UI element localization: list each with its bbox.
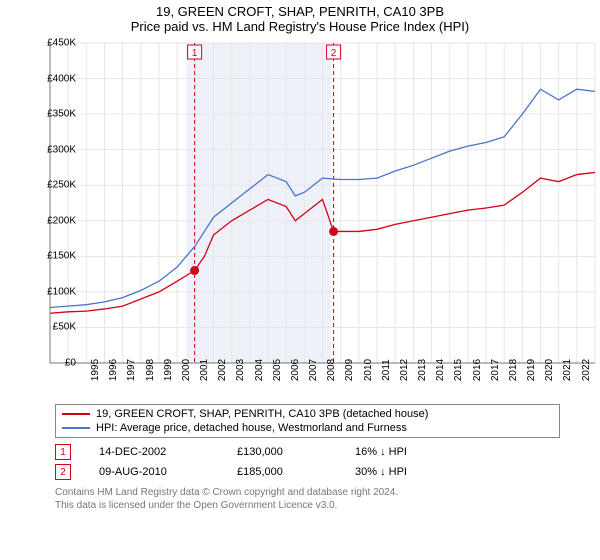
ytick-label: £450K — [47, 38, 76, 49]
legend-label: 19, GREEN CROFT, SHAP, PENRITH, CA10 3PB… — [96, 408, 428, 420]
ytick-label: £300K — [47, 144, 76, 155]
ytick-label: £400K — [47, 73, 76, 84]
legend-swatch — [62, 427, 90, 429]
xtick-label: 2019 — [526, 359, 537, 381]
svg-text:1: 1 — [192, 48, 198, 59]
xtick-label: 2007 — [308, 359, 319, 381]
ytick-label: £0 — [65, 358, 76, 369]
xtick-label: 2010 — [363, 359, 374, 381]
chart-title: 19, GREEN CROFT, SHAP, PENRITH, CA10 3PB — [0, 0, 600, 19]
x-axis-labels: 1995199619971998199920002001200220032004… — [90, 370, 600, 398]
legend-swatch — [62, 413, 90, 415]
xtick-label: 2021 — [562, 359, 573, 381]
y-axis-labels: £0 £50K £100K £150K £200K £250K £300K £350K £400… — [40, 38, 80, 368]
marker-table: 1 14-DEC-2002 £130,000 16% ↓ HPI 2 09-AUG-201… — [55, 442, 560, 482]
xtick-label: 2003 — [235, 359, 246, 381]
xtick-label: 2008 — [326, 359, 337, 381]
xtick-label: 1995 — [90, 359, 101, 381]
xtick-label: 2004 — [254, 359, 265, 381]
xtick-label: 2018 — [508, 359, 519, 381]
xtick-label: 2017 — [490, 359, 501, 381]
xtick-label: 2013 — [417, 359, 428, 381]
marker-row: 1 14-DEC-2002 £130,000 16% ↓ HPI — [55, 442, 560, 462]
legend-label: HPI: Average price, detached house, West… — [96, 422, 407, 434]
xtick-label: 2016 — [472, 359, 483, 381]
footer-line-2: This data is licensed under the Open Gov… — [55, 499, 560, 512]
xtick-label: 2012 — [399, 359, 410, 381]
ytick-label: £200K — [47, 215, 76, 226]
xtick-label: 2006 — [290, 359, 301, 381]
xtick-label: 2009 — [344, 359, 355, 381]
ytick-label: £100K — [47, 286, 76, 297]
ytick-label: £50K — [53, 322, 76, 333]
xtick-label: 2000 — [181, 359, 192, 381]
legend-box: 19, GREEN CROFT, SHAP, PENRITH, CA10 3PB… — [55, 404, 560, 438]
xtick-label: 2001 — [199, 359, 210, 381]
svg-text:2: 2 — [331, 48, 337, 59]
xtick-label: 1997 — [126, 359, 137, 381]
marker-id-box: 2 — [55, 464, 71, 480]
ytick-label: £350K — [47, 109, 76, 120]
chart-subtitle: Price paid vs. HM Land Registry's House … — [0, 19, 600, 38]
legend-item: HPI: Average price, detached house, West… — [62, 421, 553, 435]
xtick-label: 2005 — [272, 359, 283, 381]
xtick-label: 2015 — [453, 359, 464, 381]
chart-container: 19, GREEN CROFT, SHAP, PENRITH, CA10 3PB… — [0, 0, 600, 560]
marker-hpi: 30% ↓ HPI — [355, 466, 407, 478]
footer-line-1: Contains HM Land Registry data © Crown c… — [55, 486, 560, 499]
marker-row: 2 09-AUG-2010 £185,000 30% ↓ HPI — [55, 462, 560, 482]
xtick-label: 1996 — [108, 359, 119, 381]
xtick-label: 2002 — [217, 359, 228, 381]
chart-svg: 12 — [40, 38, 600, 368]
xtick-label: 2011 — [381, 359, 392, 381]
xtick-label: 2022 — [581, 359, 592, 381]
xtick-label: 1998 — [145, 359, 156, 381]
xtick-label: 2014 — [435, 359, 446, 381]
marker-price: £185,000 — [237, 466, 327, 478]
footer-text: Contains HM Land Registry data © Crown c… — [55, 486, 560, 512]
legend-item: 19, GREEN CROFT, SHAP, PENRITH, CA10 3PB… — [62, 407, 553, 421]
marker-date: 14-DEC-2002 — [99, 446, 209, 458]
marker-price: £130,000 — [237, 446, 327, 458]
ytick-label: £250K — [47, 180, 76, 191]
marker-hpi: 16% ↓ HPI — [355, 446, 407, 458]
ytick-label: £150K — [47, 251, 76, 262]
chart-area: 12 £0£50K£100K£150K£200K£250K£300K£350K£… — [40, 38, 600, 398]
xtick-label: 1999 — [163, 359, 174, 381]
marker-id-box: 1 — [55, 444, 71, 460]
marker-date: 09-AUG-2010 — [99, 466, 209, 478]
xtick-label: 2020 — [544, 359, 555, 381]
